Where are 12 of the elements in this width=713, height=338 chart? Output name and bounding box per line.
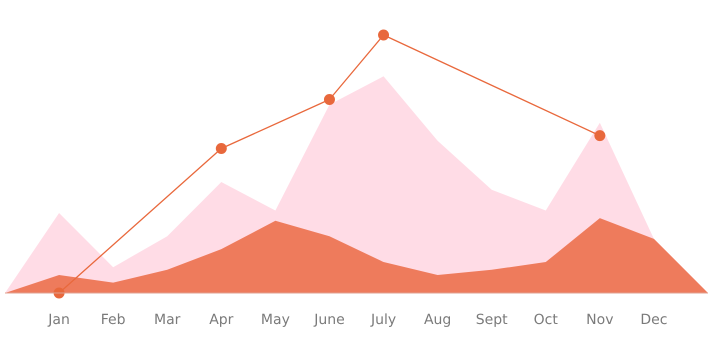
x-tick-label: Dec [640,312,668,328]
x-tick-label: June [313,312,345,328]
x-tick-label: Sept [476,312,508,328]
x-tick-label: Feb [100,312,126,328]
x-tick-label: May [260,312,290,328]
x-tick-label: Apr [209,312,234,328]
x-tick-label: July [370,312,396,328]
x-tick-label: Oct [534,312,558,328]
x-tick-label: Nov [586,312,614,328]
x-tick-label: Aug [424,312,452,328]
x-tick-label: Mar [154,312,181,328]
x-tick-label: Jan [47,312,70,328]
